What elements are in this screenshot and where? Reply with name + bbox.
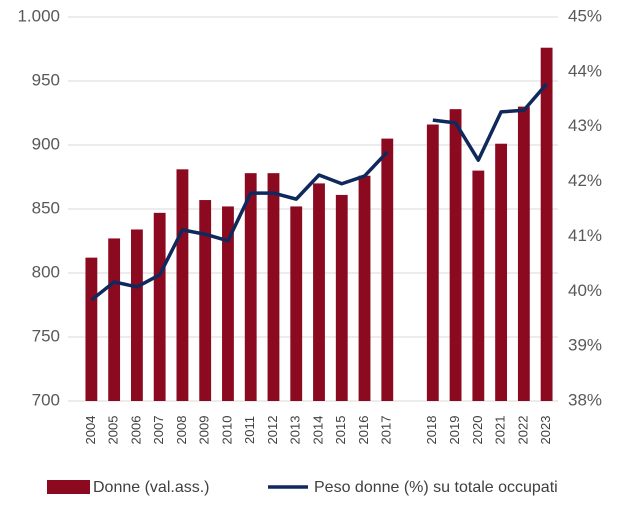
- y-tick-label: 850: [32, 198, 60, 217]
- bar: [449, 109, 462, 401]
- bar: [130, 229, 143, 401]
- y-tick-label: 750: [32, 326, 60, 345]
- x-tick-label: 2004: [83, 416, 98, 445]
- x-tick-label: 2020: [470, 416, 485, 445]
- legend-swatch: [47, 480, 90, 494]
- x-tick-label: 2006: [128, 416, 143, 445]
- y-tick-label: 1.000: [17, 6, 60, 25]
- y-tick-label: 900: [32, 134, 60, 153]
- bar: [313, 183, 325, 401]
- y-tick-label: 700: [32, 390, 60, 409]
- y-tick-label: 800: [32, 262, 60, 281]
- legend-label: Donne (val.ass.): [93, 479, 210, 496]
- x-tick-label: 2022: [515, 416, 530, 445]
- bar: [108, 238, 121, 401]
- y2-tick-label: 39%: [568, 336, 602, 355]
- x-tick-label: 2016: [356, 416, 371, 445]
- x-tick-label: 2008: [174, 416, 189, 445]
- bar: [381, 138, 394, 401]
- x-tick-label: 2010: [219, 416, 234, 445]
- x-tick-label: 2019: [447, 416, 462, 445]
- x-tick-label: 2005: [106, 416, 121, 445]
- y2-tick-label: 40%: [568, 281, 602, 300]
- bar: [495, 143, 508, 401]
- x-tick-label: 2007: [151, 416, 166, 445]
- line: [90, 82, 548, 302]
- bar: [244, 173, 257, 401]
- y2-tick-label: 45%: [568, 6, 602, 25]
- y2-tick-label: 44%: [568, 61, 602, 80]
- x-tick-label: 2021: [493, 416, 508, 445]
- x-tick-label: 2009: [197, 416, 212, 445]
- bar: [267, 173, 280, 401]
- x-tick-label: 2012: [265, 416, 280, 445]
- x-tick-label: 2023: [538, 416, 553, 445]
- bar: [290, 206, 303, 401]
- bar: [335, 194, 348, 401]
- y2-tick-label: 43%: [568, 116, 602, 135]
- bar: [472, 170, 485, 401]
- bar: [358, 175, 371, 401]
- x-tick-label: 2011: [242, 416, 257, 444]
- x-tick-label: 2018: [424, 416, 439, 445]
- x-tick-label: 2015: [333, 416, 348, 445]
- y-tick-label: 950: [32, 70, 60, 89]
- bar: [222, 206, 234, 401]
- bar: [517, 106, 530, 401]
- y2-tick-label: 42%: [568, 171, 602, 190]
- bar: [85, 257, 98, 401]
- legend-label: Peso donne (%) su totale occupati: [314, 479, 558, 496]
- bar: [176, 169, 189, 401]
- bar: [153, 212, 166, 401]
- x-tick-label: 2014: [310, 416, 325, 445]
- bar: [426, 124, 439, 402]
- x-tick-label: 2013: [288, 416, 303, 445]
- y2-tick-label: 38%: [568, 390, 602, 409]
- bar: [540, 47, 553, 401]
- x-tick-label: 2017: [379, 416, 394, 445]
- bar: [199, 200, 212, 401]
- y2-tick-label: 41%: [568, 226, 602, 245]
